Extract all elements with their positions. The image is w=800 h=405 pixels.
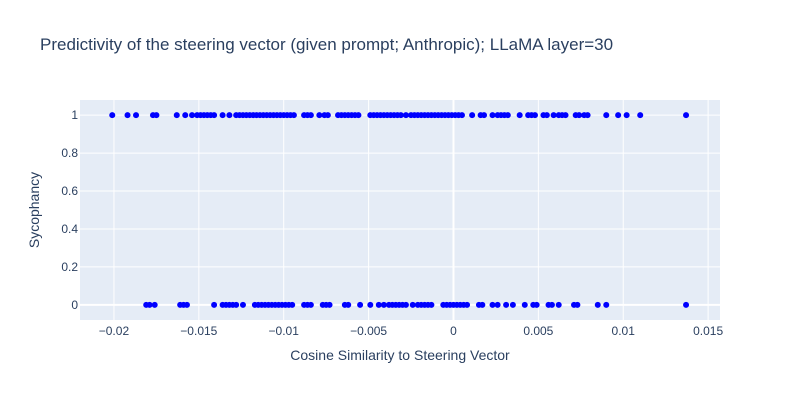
data-point: [562, 112, 569, 119]
data-point: [375, 301, 382, 308]
y-tick-label: 0.6: [61, 184, 78, 198]
data-point: [409, 301, 416, 308]
y-tick-label: 0: [71, 298, 78, 312]
data-point: [239, 301, 246, 308]
data-point: [146, 301, 153, 308]
data-point: [355, 112, 362, 119]
plot-background: [80, 100, 720, 320]
data-point: [531, 112, 538, 119]
data-point: [380, 301, 387, 308]
data-point: [324, 112, 331, 119]
data-point: [289, 301, 296, 308]
y-tick-label: 0.2: [61, 260, 78, 274]
data-point: [428, 301, 435, 308]
data-point: [226, 112, 233, 119]
x-axis-title: Cosine Similarity to Steering Vector: [290, 347, 510, 363]
data-point: [357, 301, 364, 308]
y-tick-label: 0.8: [61, 146, 78, 160]
data-point: [521, 301, 528, 308]
data-point: [345, 301, 352, 308]
chart-title: Predictivity of the steering vector (giv…: [40, 35, 613, 54]
data-point: [173, 112, 180, 119]
data-point: [576, 112, 583, 119]
data-point: [516, 112, 523, 119]
x-tick-label: 0.01: [612, 324, 636, 338]
data-point: [548, 301, 555, 308]
data-point: [550, 112, 557, 119]
x-tick-label: 0.015: [693, 324, 723, 338]
data-point: [464, 301, 471, 308]
data-point: [555, 301, 562, 308]
data-point: [307, 112, 314, 119]
data-point: [683, 112, 690, 119]
data-point: [494, 301, 501, 308]
data-point: [489, 301, 496, 308]
data-point: [402, 112, 409, 119]
data-point: [479, 301, 486, 308]
data-point: [153, 112, 160, 119]
data-point: [326, 301, 333, 308]
data-point: [533, 301, 540, 308]
data-point: [504, 112, 511, 119]
x-tick-label: −0.01: [269, 324, 300, 338]
data-point: [124, 112, 131, 119]
data-point: [615, 112, 622, 119]
data-point: [623, 112, 630, 119]
data-point: [584, 112, 591, 119]
data-point: [211, 112, 218, 119]
data-point: [151, 301, 158, 308]
y-tick-labels: 0 0.2 0.4 0.6 0.8 1: [61, 108, 78, 312]
data-point: [307, 301, 314, 308]
data-point: [509, 301, 516, 308]
y-axis-title: Sycophancy: [26, 172, 42, 248]
data-point: [290, 112, 297, 119]
data-point: [481, 112, 488, 119]
data-point: [489, 112, 496, 119]
data-points: [109, 112, 690, 308]
data-point: [367, 301, 374, 308]
x-tick-label: −0.015: [180, 324, 217, 338]
data-point: [603, 301, 610, 308]
y-tick-label: 0.4: [61, 222, 78, 236]
data-point: [458, 112, 465, 119]
x-tick-label: 0.005: [523, 324, 553, 338]
data-point: [397, 112, 404, 119]
y-tick-label: 1: [71, 108, 78, 122]
x-tick-label: −0.005: [350, 324, 387, 338]
data-point: [469, 112, 476, 119]
data-point: [211, 301, 218, 308]
data-point: [594, 301, 601, 308]
data-point: [189, 112, 196, 119]
data-point: [603, 112, 610, 119]
data-point: [219, 112, 226, 119]
x-tick-labels: −0.02 −0.015 −0.01 −0.005 0 0.005 0.01 0.015: [99, 324, 724, 338]
data-point: [233, 301, 240, 308]
data-point: [182, 112, 189, 119]
data-point: [503, 301, 510, 308]
data-point: [637, 112, 644, 119]
data-point: [543, 112, 550, 119]
data-point: [133, 112, 140, 119]
data-point: [574, 301, 581, 308]
x-tick-label: −0.02: [99, 324, 130, 338]
data-point: [109, 112, 116, 119]
data-point: [183, 301, 190, 308]
data-point: [316, 112, 323, 119]
data-point: [683, 301, 690, 308]
x-tick-label: 0: [450, 324, 457, 338]
data-point: [402, 301, 409, 308]
